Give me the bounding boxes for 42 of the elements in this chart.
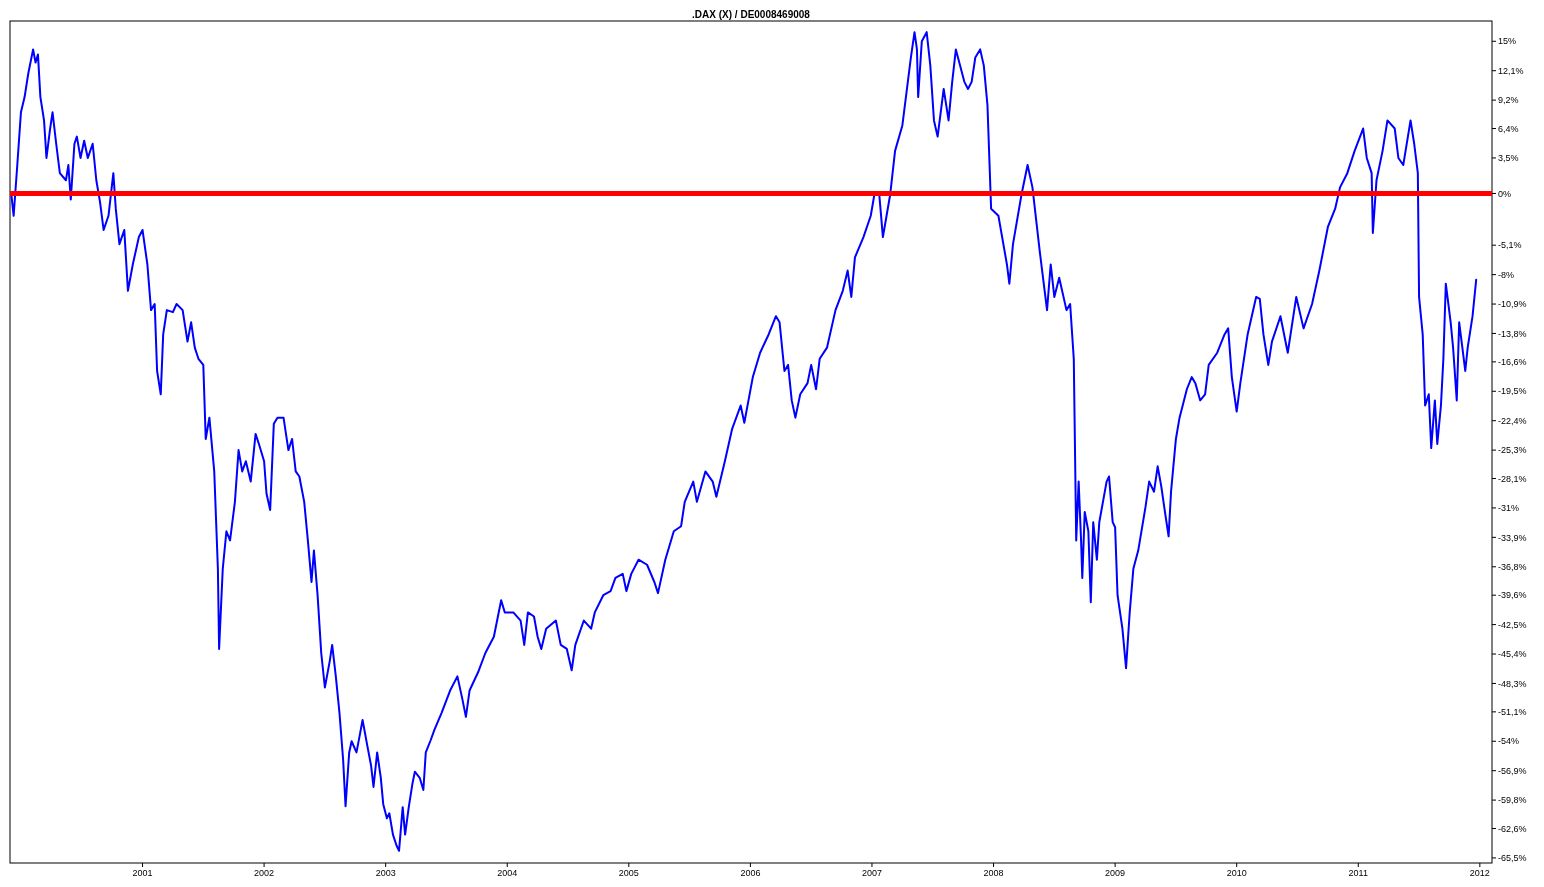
y-tick-label: -39,6% (1498, 590, 1527, 601)
chart-title: .DAX (X) / DE0008469008 (692, 9, 811, 20)
x-tick-label: 2009 (1105, 868, 1126, 878)
x-tick-label: 2002 (254, 868, 275, 878)
y-tick-label: -65,5% (1498, 853, 1527, 864)
y-tick-label: -51,1% (1498, 707, 1527, 717)
y-tick-label: -45,4% (1498, 649, 1527, 660)
x-tick-label: 2001 (132, 868, 153, 878)
y-tick-label: 3,5% (1498, 153, 1519, 164)
x-tick-label: 2012 (1469, 868, 1490, 878)
y-tick-label: 9,2% (1498, 95, 1519, 106)
y-tick-label: 6,4% (1498, 123, 1519, 134)
y-tick-label: -5,1% (1498, 240, 1522, 251)
y-tick-label: -31% (1498, 503, 1520, 514)
y-tick-label: -10,9% (1498, 299, 1527, 310)
x-tick-label: 2011 (1348, 868, 1368, 878)
x-tick-label: 2010 (1226, 868, 1247, 878)
y-tick-label: -13,8% (1498, 328, 1527, 339)
x-tick-label: 2006 (740, 868, 761, 878)
y-tick-label: -8% (1498, 269, 1515, 280)
y-tick-label: -16,6% (1498, 357, 1527, 368)
y-tick-label: -62,6% (1498, 823, 1527, 834)
y-tick-label: 0% (1498, 188, 1512, 199)
line-series (10, 31, 1478, 852)
y-tick-label: -25,3% (1498, 445, 1527, 456)
y-tick-label: -36,8% (1498, 561, 1527, 572)
x-tick-label: 2005 (618, 868, 639, 878)
y-tick-label: -59,8% (1498, 795, 1527, 806)
x-tick-label: 2004 (497, 868, 518, 878)
y-tick-label: -22,4% (1498, 415, 1527, 426)
y-tick-label: -19,5% (1498, 386, 1527, 397)
y-tick-label: -42,5% (1498, 619, 1527, 630)
y-tick-label: -33,9% (1498, 532, 1527, 543)
x-tick-label: 2008 (983, 868, 1004, 878)
y-tick-label: -48,3% (1498, 678, 1527, 689)
x-tick-label: 2003 (375, 868, 396, 878)
y-tick-label: -54% (1498, 736, 1520, 747)
y-tick-label: -28,1% (1498, 473, 1527, 484)
x-tick-label: 2007 (861, 868, 882, 878)
y-tick-label: -56,9% (1498, 765, 1527, 776)
y-tick-label: 15% (1498, 36, 1517, 47)
y-tick-label: 12,1% (1498, 65, 1524, 76)
